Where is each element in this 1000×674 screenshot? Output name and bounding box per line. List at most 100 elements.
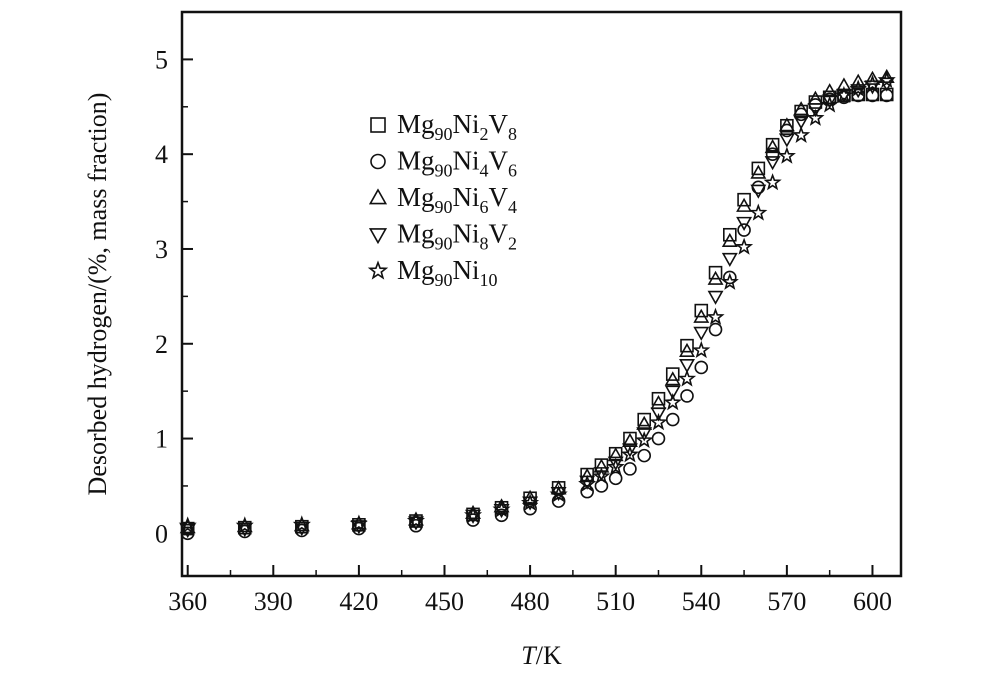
data-point-circle	[651, 431, 666, 446]
data-point-star	[863, 74, 882, 92]
x-tick-label: 600	[853, 587, 892, 616]
data-point-triangle-up	[736, 197, 753, 212]
data-point-circle	[494, 508, 509, 523]
x-tick-label: 390	[254, 587, 293, 616]
data-point-triangle-up	[707, 270, 724, 285]
data-point-star	[678, 369, 697, 387]
data-point-star	[606, 457, 625, 475]
data-point-circle	[608, 471, 623, 486]
legend: Mg90Ni2V8Mg90Ni4V6Mg90Ni6V4Mg90Ni8V2Mg90…	[367, 109, 517, 290]
data-point-star	[849, 79, 868, 97]
data-point-triangle-down	[750, 184, 767, 199]
data-point-triangle-up	[579, 467, 596, 483]
series-circle	[180, 88, 894, 541]
data-point-triangle-down	[778, 133, 795, 148]
data-point-star	[578, 474, 597, 492]
data-point-circle	[751, 180, 766, 195]
y-tick-label: 1	[155, 425, 168, 454]
data-point-star	[635, 431, 654, 449]
series-triangle-up	[179, 68, 895, 534]
data-point-triangle-up	[593, 458, 610, 473]
data-point-circle	[708, 322, 723, 337]
data-point-circle	[822, 92, 837, 107]
data-point-triangle-down	[621, 443, 638, 458]
legend-label: Mg90Ni6V4	[397, 182, 517, 217]
data-point-star	[620, 445, 639, 463]
data-point-triangle-down	[821, 94, 838, 109]
data-point-star	[706, 307, 725, 325]
data-point-triangle-up	[693, 308, 710, 323]
data-point-star	[792, 125, 811, 144]
data-point-star	[763, 173, 782, 191]
x-tick-label: 420	[339, 587, 378, 616]
data-point-triangle-up	[350, 515, 367, 530]
data-point-square	[737, 192, 751, 207]
y-axis-title: Desorbed hydrogen/(%, mass fraction)	[83, 93, 112, 496]
data-point-triangle-down	[636, 427, 653, 442]
data-point-star	[549, 484, 568, 503]
data-point-triangle-up	[493, 498, 510, 513]
data-point-triangle-up	[778, 117, 795, 132]
data-point-triangle-up	[850, 73, 867, 88]
data-point-star	[806, 108, 825, 126]
data-point-triangle-up	[793, 101, 810, 116]
data-point-star	[692, 340, 711, 359]
legend-marker-circle	[370, 153, 386, 170]
data-point-circle	[409, 518, 423, 533]
data-point-triangle-up	[864, 70, 881, 85]
data-point-triangle-down	[793, 115, 810, 130]
data-point-triangle-down	[607, 456, 624, 471]
data-point-triangle-up	[750, 164, 767, 179]
legend-label: Mg90Ni8V2	[397, 219, 517, 254]
legend-marker-star	[367, 260, 389, 280]
data-point-square	[295, 519, 309, 534]
data-point-star	[663, 392, 682, 411]
legend-label: Mg90Ni4V6	[397, 146, 517, 181]
x-tick-label: 510	[596, 587, 635, 616]
y-tick-label: 3	[155, 235, 168, 264]
data-point-square	[680, 338, 694, 353]
data-point-circle	[737, 223, 751, 237]
data-point-square	[237, 520, 252, 535]
data-point-star	[749, 203, 768, 221]
x-axis-title-variable: T	[521, 641, 537, 670]
data-point-triangle-down	[650, 407, 667, 422]
data-point-square	[651, 391, 666, 406]
data-point-triangle-down	[721, 252, 738, 267]
x-tick-label: 570	[767, 587, 806, 616]
data-point-triangle-down	[764, 156, 781, 171]
legend-label: Mg90Ni10	[397, 255, 498, 290]
data-point-square	[808, 95, 823, 109]
data-point-star	[292, 515, 311, 533]
data-point-circle	[665, 412, 680, 427]
data-point-triangle-down	[664, 385, 681, 400]
data-point-circle	[551, 494, 566, 508]
data-point-circle	[723, 270, 737, 285]
y-tick-label: 4	[155, 140, 168, 169]
data-point-star	[592, 467, 611, 485]
data-point-square	[765, 137, 780, 152]
data-point-triangle-up	[764, 139, 781, 154]
data-point-circle	[865, 88, 880, 103]
x-axis-title: T/K	[521, 641, 562, 670]
data-point-triangle-up	[679, 342, 695, 357]
data-point-circle	[466, 513, 480, 527]
data-point-square	[665, 367, 680, 381]
series-star	[178, 70, 896, 534]
x-tick-label: 480	[511, 587, 550, 616]
data-point-triangle-up	[636, 415, 653, 430]
series-square	[180, 87, 894, 536]
y-tick-label: 5	[155, 45, 168, 74]
data-point-triangle-down	[807, 103, 824, 118]
x-tick-label: 450	[425, 587, 464, 616]
data-point-triangle-down	[679, 359, 695, 374]
legend-marker-triangle-down	[368, 228, 388, 245]
legend-marker-triangle-up	[368, 188, 388, 205]
data-point-circle	[851, 88, 866, 103]
data-point-circle	[623, 462, 637, 476]
axis-ticks: 360 390 420 450 480 510 540 570 600 0 1 2 3 4 5	[155, 45, 892, 616]
data-point-square	[751, 161, 766, 176]
data-point-triangle-up	[721, 232, 738, 247]
data-point-triangle-down	[693, 326, 710, 341]
data-point-triangle-up	[664, 371, 681, 386]
